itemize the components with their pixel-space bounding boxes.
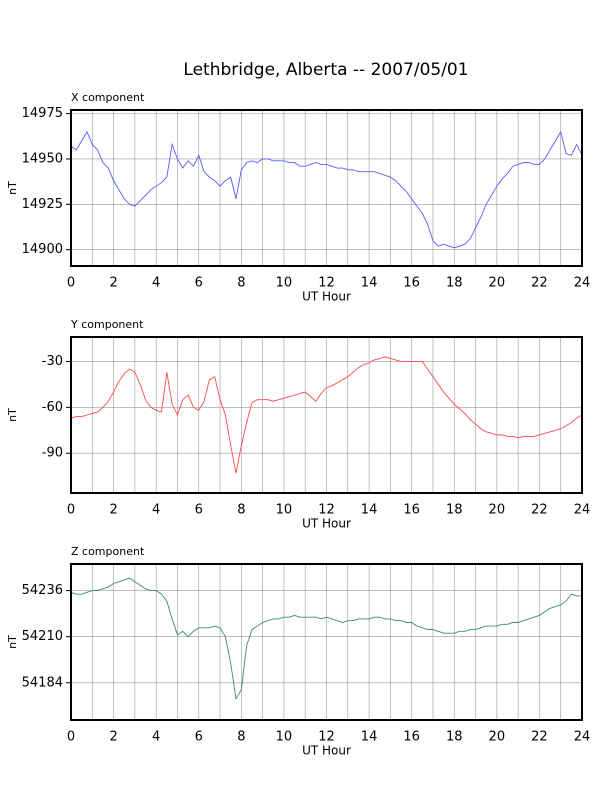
x-tick-label: 10: [276, 730, 293, 745]
x-tick-label: 8: [237, 276, 245, 291]
y-tick-label: -30: [42, 354, 63, 369]
y-axis-label: nT: [6, 635, 19, 649]
y-tick-label: 54210: [22, 629, 63, 644]
x-tick-label: 24: [574, 503, 591, 518]
x-tick-label: 14: [361, 276, 378, 291]
x-tick-label: 8: [237, 503, 245, 518]
x-tick-label: 0: [67, 503, 75, 518]
x-tick-label: 12: [318, 503, 335, 518]
y-tick-label: 14900: [22, 242, 63, 257]
x-tick-label: 20: [489, 503, 506, 518]
data-line: [70, 356, 583, 474]
x-axis-label: UT Hour: [302, 290, 351, 304]
x-tick-label: 10: [276, 503, 293, 518]
x-tick-label: 20: [489, 276, 506, 291]
y-tick-label: -60: [42, 400, 63, 415]
plot-frame: [70, 563, 583, 721]
x-tick-label: 4: [152, 730, 160, 745]
x-tick-label: 22: [531, 276, 548, 291]
y-tick-label: 14925: [22, 197, 63, 212]
y-axis-label: nT: [6, 181, 19, 195]
x-tick-label: 10: [276, 276, 293, 291]
x-tick-label: 12: [318, 730, 335, 745]
x-tick-label: 22: [531, 730, 548, 745]
x-tick-label: 16: [403, 276, 420, 291]
x-tick-label: 22: [531, 503, 548, 518]
y-tick-label: 54236: [22, 583, 63, 598]
y-axis-label: nT: [6, 408, 19, 422]
x-tick-label: 2: [109, 730, 117, 745]
x-tick-label: 6: [195, 730, 203, 745]
x-tick-label: 0: [67, 276, 75, 291]
x-tick-label: 16: [403, 503, 420, 518]
x-tick-label: 16: [403, 730, 420, 745]
x-tick-label: 6: [195, 276, 203, 291]
x-tick-label: 14: [361, 503, 378, 518]
y-tick-label: -90: [42, 446, 63, 461]
panel-label: X component: [71, 91, 145, 104]
x-tick-label: 6: [195, 503, 203, 518]
plot-frame: [70, 336, 583, 494]
panel-label: Y component: [70, 318, 144, 331]
y-tick-label: 14950: [22, 151, 63, 166]
x-tick-label: 8: [237, 730, 245, 745]
x-tick-label: 20: [489, 730, 506, 745]
y-tick-label: 14975: [22, 106, 63, 121]
x-tick-label: 2: [109, 503, 117, 518]
y-tick-label: 54184: [22, 675, 63, 690]
data-line: [70, 130, 583, 249]
x-tick-label: 12: [318, 276, 335, 291]
x-axis-label: UT Hour: [302, 744, 351, 758]
x-tick-label: 4: [152, 503, 160, 518]
chart-title: Lethbridge, Alberta -- 2007/05/01: [183, 60, 468, 80]
x-tick-label: 18: [446, 503, 463, 518]
x-tick-label: 18: [446, 730, 463, 745]
data-line: [70, 577, 582, 701]
x-tick-label: 2: [109, 276, 117, 291]
x-tick-label: 14: [361, 730, 378, 745]
plot-frame: [70, 109, 583, 267]
x-tick-label: 0: [67, 730, 75, 745]
x-tick-label: 24: [574, 730, 591, 745]
x-tick-label: 24: [574, 276, 591, 291]
x-tick-label: 4: [152, 276, 160, 291]
x-axis-label: UT Hour: [302, 517, 351, 531]
x-tick-label: 18: [446, 276, 463, 291]
panel-label: Z component: [71, 545, 145, 558]
